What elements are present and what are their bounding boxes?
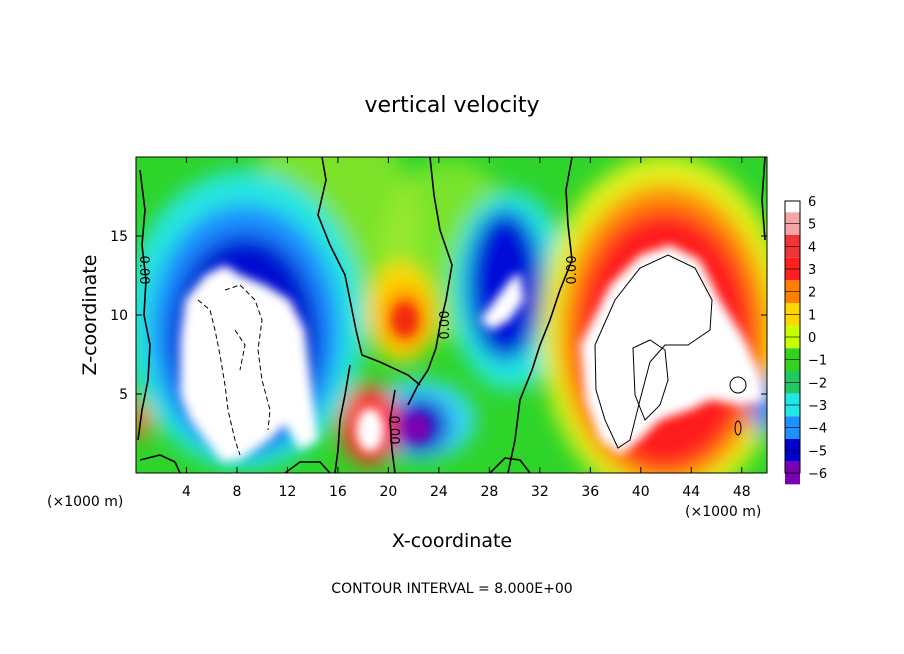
contour-plus8-small — [729, 376, 747, 394]
colorbar-label: 2 — [808, 286, 816, 301]
colorbar-label: −5 — [808, 444, 827, 459]
x-tick-label: 20 — [379, 484, 397, 500]
y-axis-title: Z-coordinate — [79, 255, 101, 376]
colorbar: 6 5 4 3 2 1 0 −1 −2 −3 −4 −5 −6 — [784, 195, 827, 485]
x-tick-label: 12 — [279, 484, 297, 500]
colorbar-label: −3 — [808, 399, 827, 414]
x-axis: 4 8 12 16 20 24 28 32 36 40 44 48 — [182, 157, 751, 500]
x-tick-label: 44 — [682, 484, 700, 500]
y-tick-label: 5 — [119, 387, 128, 403]
contour-minus8 — [197, 284, 271, 456]
zero-contour-c — [507, 157, 573, 473]
zero-contour-h — [284, 461, 331, 473]
colorbar-label: 0 — [808, 331, 816, 346]
x-tick-label: 36 — [581, 484, 599, 500]
y-tick-label: 10 — [110, 308, 128, 324]
x-unit-right: (×1000 m) — [685, 504, 761, 520]
updraft-right-core — [580, 245, 765, 455]
zero-contour-d — [334, 364, 351, 473]
downdraft-mid-core — [480, 272, 524, 330]
y-axis: 5 10 15 — [110, 229, 767, 403]
contour-label: 0.00 — [386, 416, 401, 445]
colorbar-label: −2 — [808, 376, 827, 391]
downdraft-left-core — [180, 265, 318, 462]
zero-contour-a — [317, 157, 421, 386]
contour-plus8 — [594, 254, 713, 449]
chart-title: vertical velocity — [364, 93, 539, 118]
colorbar-label: 1 — [808, 308, 816, 323]
colorbar-swatch — [785, 201, 800, 213]
contour-label: 0.00 — [438, 311, 453, 340]
x-axis-title: X-coordinate — [392, 530, 512, 552]
colorbar-label: −4 — [808, 422, 827, 437]
zero-contour-f — [139, 454, 181, 473]
plot-area — [136, 157, 767, 473]
colorbar-label: 4 — [808, 240, 816, 255]
x-tick-label: 48 — [733, 484, 751, 500]
contour-lines — [137, 157, 766, 473]
x-tick-label: 16 — [329, 484, 347, 500]
x-tick-label: 32 — [531, 484, 549, 500]
contour-label: 0.00 — [565, 256, 580, 285]
zero-contour-left — [137, 169, 151, 441]
downdraft-mid-inner — [467, 210, 543, 360]
contour-label-group: 0.00 0.00 0.00 0.00 — [136, 256, 580, 445]
x-tick-label: 8 — [232, 484, 241, 500]
x-tick-label: 28 — [480, 484, 498, 500]
positive-contour — [594, 254, 747, 449]
colorbar-label: 3 — [808, 263, 816, 278]
colorbar-label: 6 — [808, 195, 816, 210]
x-tick-label: 24 — [430, 484, 448, 500]
x-tick-label: 40 — [632, 484, 650, 500]
contour-label: 0.00 — [136, 256, 151, 285]
updraft-mid-core-red — [393, 304, 417, 336]
contour-interval-note: CONTOUR INTERVAL = 8.000E+00 — [331, 581, 572, 597]
colorbar-label: −1 — [808, 354, 827, 369]
negative-contour — [197, 284, 271, 456]
zero-contour-b — [407, 157, 453, 406]
zero-contour-e — [389, 389, 396, 473]
colorbar-label: −6 — [808, 467, 827, 482]
zero-contour-g — [489, 457, 531, 473]
contour-plus8-inner — [632, 339, 669, 421]
colorbar-label: 5 — [808, 218, 816, 233]
contour-plus8-tiny — [734, 420, 742, 436]
x-tick-label: 4 — [182, 484, 191, 500]
updraft-small-core — [356, 408, 384, 452]
x-unit-left: (×1000 m) — [47, 494, 123, 510]
y-tick-label: 15 — [110, 229, 128, 245]
downdraft-small-core — [406, 414, 430, 442]
zero-contour-i — [761, 157, 766, 241]
